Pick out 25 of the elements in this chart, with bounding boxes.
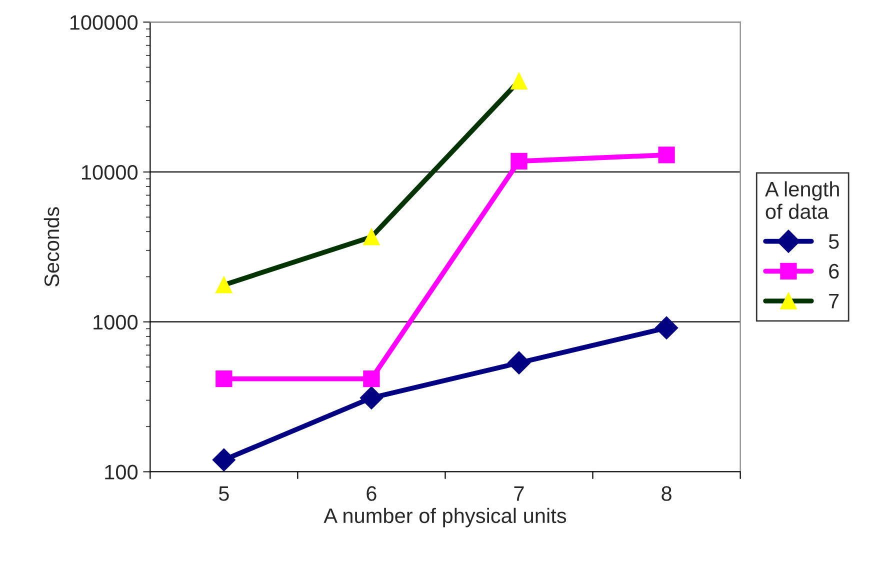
x-tick-label: 6 bbox=[366, 486, 376, 501]
y-axis-title: Seconds bbox=[44, 207, 60, 287]
point bbox=[360, 386, 383, 410]
point bbox=[212, 448, 236, 472]
legend-label: 6 bbox=[829, 264, 839, 279]
point bbox=[510, 72, 528, 90]
point bbox=[363, 370, 380, 388]
point bbox=[510, 152, 528, 170]
legend-label: 5 bbox=[828, 234, 839, 249]
point bbox=[363, 228, 380, 246]
point bbox=[655, 316, 678, 340]
legend-label: 7 bbox=[829, 294, 839, 308]
point bbox=[658, 146, 675, 164]
y-tick-label: 10000 bbox=[82, 164, 138, 180]
point bbox=[216, 370, 232, 388]
x-tick-label: 8 bbox=[662, 486, 672, 501]
point bbox=[508, 351, 530, 374]
x-tick-label: 7 bbox=[514, 486, 524, 501]
point bbox=[216, 276, 232, 294]
y-tick-label: 100000 bbox=[70, 15, 138, 30]
legend-title: A length of data bbox=[765, 181, 839, 219]
x-tick-label: 5 bbox=[218, 486, 229, 501]
y-tick-label: 100 bbox=[105, 464, 138, 480]
x-axis-title: A number of physical units bbox=[324, 508, 566, 528]
y-tick-label: 1000 bbox=[94, 314, 138, 330]
